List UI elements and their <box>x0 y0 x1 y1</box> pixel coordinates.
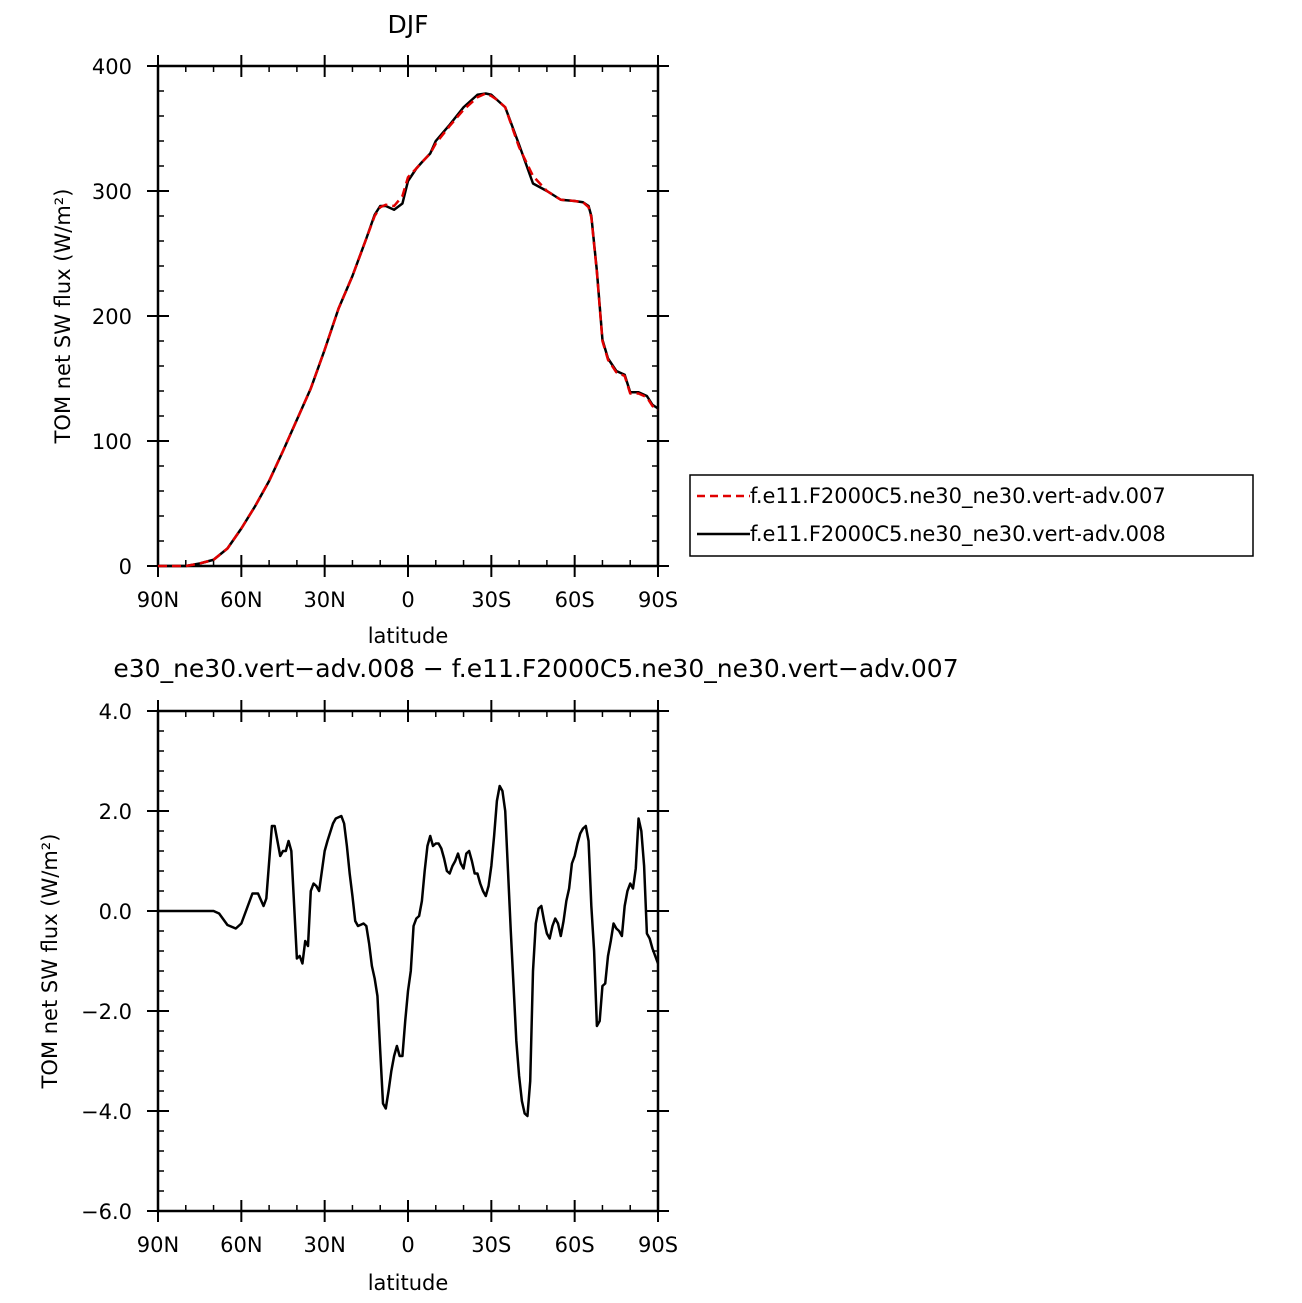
top-y-axis-label: TOM net SW flux (W/m²) <box>51 189 75 445</box>
bottom-xtick-label: 30N <box>303 1233 345 1257</box>
legend-label-007: f.e11.F2000C5.ne30_ne30.vert-adv.007 <box>750 484 1166 509</box>
top-ytick-label: 0 <box>119 555 132 579</box>
legend-label-008: f.e11.F2000C5.ne30_ne30.vert-adv.008 <box>750 522 1166 547</box>
top-series-line-0 <box>158 92 659 568</box>
bottom-xtick-label: 90N <box>137 1233 179 1257</box>
top-series-line-1 <box>158 92 659 568</box>
top-xtick-label: 30S <box>471 588 511 612</box>
top-panel: DJF 90N 60N 30N 0 30S 60S 90S 0 100 200 300 400 lat… <box>51 10 678 648</box>
bottom-xtick-label: 30S <box>471 1233 511 1257</box>
top-ytick-label: 300 <box>92 180 132 204</box>
top-axis-ticks: 90N 60N 30N 0 30S 60S 90S 0 100 200 300 400 <box>92 55 678 612</box>
top-ytick-label: 400 <box>92 55 132 79</box>
top-chart-title: DJF <box>387 10 428 39</box>
bottom-series-group <box>158 784 660 1118</box>
top-xtick-label: 60S <box>555 588 595 612</box>
bottom-plot-frame <box>156 709 660 1213</box>
bottom-xtick-label: 0 <box>401 1233 414 1257</box>
bottom-ytick-label: 4.0 <box>99 700 132 724</box>
bottom-y-axis-label: TOM net SW flux (W/m²) <box>38 834 62 1090</box>
bottom-ytick-label: 2.0 <box>99 800 132 824</box>
top-xtick-label: 90N <box>137 588 179 612</box>
bottom-panel: e30_ne30.vert−adv.008 − f.e11.F2000C5.ne… <box>38 654 959 1295</box>
bottom-xtick-label: 90S <box>638 1233 678 1257</box>
top-series-group <box>158 92 659 568</box>
bottom-series-line-0 <box>158 784 660 1118</box>
top-xtick-label: 60N <box>220 588 262 612</box>
bottom-axis-ticks: 90N 60N 30N 0 30S 60S 90S −6.0 −4.0 −2.0 0.0 2.0 4.0 <box>81 700 678 1257</box>
legend: f.e11.F2000C5.ne30_ne30.vert-adv.007 f.e… <box>689 474 1254 557</box>
top-ytick-label: 200 <box>92 305 132 329</box>
top-xtick-label: 30N <box>303 588 345 612</box>
bottom-ytick-label: 0.0 <box>99 900 132 924</box>
bottom-ytick-label: −4.0 <box>81 1100 132 1124</box>
top-x-axis-label: latitude <box>368 624 449 648</box>
top-ytick-label: 100 <box>92 430 132 454</box>
bottom-xtick-label: 60S <box>555 1233 595 1257</box>
bottom-chart-title: e30_ne30.vert−adv.008 − f.e11.F2000C5.ne… <box>113 654 958 683</box>
bottom-x-axis-label: latitude <box>368 1271 449 1295</box>
top-plot-frame <box>156 64 660 568</box>
legend-box <box>689 474 1254 557</box>
bottom-ytick-label: −6.0 <box>81 1200 132 1224</box>
bottom-xtick-label: 60N <box>220 1233 262 1257</box>
bottom-ytick-label: −2.0 <box>81 1000 132 1024</box>
top-xtick-label: 0 <box>401 588 414 612</box>
top-xtick-label: 90S <box>638 588 678 612</box>
